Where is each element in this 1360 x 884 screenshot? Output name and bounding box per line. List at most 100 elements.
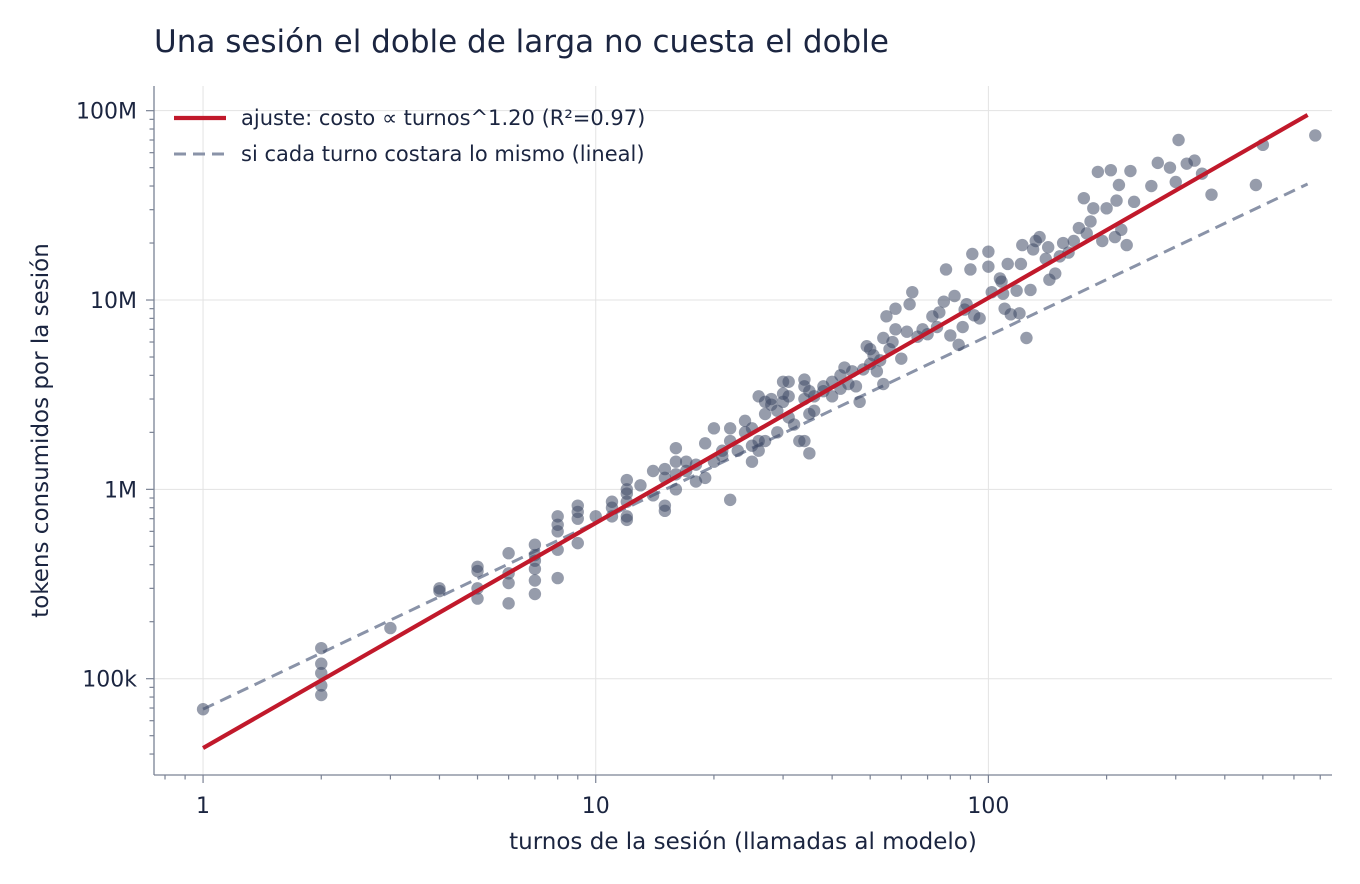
data-point (669, 441, 683, 455)
data-point (964, 263, 977, 276)
data-point (1016, 238, 1029, 252)
data-point (1309, 129, 1322, 142)
data-point (939, 263, 953, 276)
data-point (1033, 230, 1046, 244)
data-point (1249, 178, 1263, 192)
data-point (698, 471, 712, 485)
data-point (956, 320, 969, 334)
data-point (973, 312, 986, 325)
data-point (528, 562, 542, 576)
data-point (1115, 223, 1128, 236)
data-point (966, 247, 979, 261)
data-point (758, 407, 772, 421)
data-point (906, 285, 919, 299)
data-point (1080, 227, 1093, 240)
x-tick-label: 10 (582, 794, 610, 819)
data-point (1091, 165, 1105, 179)
data-point (1110, 194, 1123, 207)
data-point (620, 513, 634, 527)
data-point (551, 525, 564, 538)
data-point (1024, 283, 1037, 297)
data-point (315, 657, 328, 670)
data-point (731, 444, 744, 457)
data-point (948, 289, 961, 303)
data-point (1100, 202, 1113, 215)
data-point (1020, 331, 1033, 345)
data-point (528, 574, 542, 587)
data-point (1013, 307, 1026, 320)
data-point (782, 390, 795, 403)
tick-marks: 1 10 100 100k 1M 10M 100M (76, 100, 1321, 819)
data-point (502, 576, 515, 590)
x-axis-label: turnos de la sesión (llamadas al modelo) (509, 829, 977, 855)
data-point (196, 703, 210, 716)
data-point (723, 493, 737, 507)
data-point (1041, 241, 1055, 254)
data-point (471, 592, 484, 605)
data-point (1056, 236, 1070, 250)
data-point (849, 380, 863, 393)
legend: ajuste: costo ∝ turnos^1.20 (R²=0.97) si… (174, 106, 645, 166)
data-point (944, 329, 957, 342)
data-point (952, 338, 965, 352)
axes (153, 86, 1332, 776)
legend-label-linear: si cada turno costara lo mismo (lineal) (241, 142, 645, 166)
data-point (1049, 267, 1062, 280)
data-point (315, 641, 328, 655)
data-point (886, 335, 899, 349)
data-point (669, 455, 683, 468)
data-point (1087, 202, 1100, 215)
data-point (1163, 161, 1177, 174)
data-point (1112, 178, 1126, 192)
data-point (1124, 164, 1137, 178)
data-point (1205, 188, 1218, 201)
data-point (658, 462, 672, 476)
data-point (551, 571, 564, 585)
data-point (680, 455, 693, 468)
data-point (982, 245, 995, 258)
data-point (1169, 175, 1182, 189)
data-point (1010, 284, 1023, 297)
data-point (758, 434, 772, 448)
data-point (937, 295, 951, 308)
data-point (502, 547, 515, 560)
data-point (745, 455, 759, 468)
data-point (1127, 195, 1141, 209)
data-point (798, 434, 811, 448)
data-point (877, 377, 890, 391)
data-point (853, 395, 866, 409)
data-point (900, 325, 914, 338)
data-point (880, 310, 893, 323)
data-point (571, 536, 584, 550)
data-point (889, 323, 902, 336)
data-point (646, 464, 660, 478)
data-point (698, 437, 712, 450)
data-point (807, 404, 821, 417)
data-point (471, 564, 484, 578)
data-point (384, 621, 397, 635)
data-point (1145, 179, 1158, 193)
data-point (1067, 234, 1080, 248)
data-point (1077, 191, 1091, 205)
data-point (825, 390, 839, 403)
data-point (1151, 156, 1164, 170)
data-point (620, 473, 634, 487)
data-point (982, 260, 995, 273)
data-point (1188, 154, 1201, 167)
data-point (870, 365, 884, 378)
data-point (723, 422, 737, 435)
data-point (895, 352, 908, 365)
data-point (1104, 163, 1118, 177)
fit-line (202, 113, 1309, 750)
data-point (528, 538, 542, 551)
data-point (771, 404, 784, 417)
data-point (995, 275, 1008, 288)
y-axis-label: tokens consumidos por la sesión (28, 243, 54, 618)
data-point (782, 375, 795, 388)
y-tick-label: 100M (76, 100, 137, 125)
data-point (433, 584, 446, 598)
data-point (1084, 215, 1097, 228)
data-point (803, 447, 816, 460)
data-point (1120, 238, 1133, 252)
